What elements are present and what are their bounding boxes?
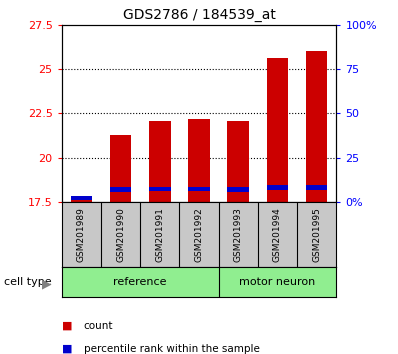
Bar [149,121,171,202]
Bar [149,187,171,191]
Bar [306,51,328,202]
Title: GDS2786 / 184539_at: GDS2786 / 184539_at [123,8,275,22]
Bar [70,198,92,202]
Bar [188,187,210,191]
Bar [219,267,336,297]
Text: count: count [84,321,113,331]
Bar [110,135,131,202]
Bar [227,187,249,192]
Bar [227,121,249,202]
Bar [70,196,92,200]
Text: GSM201989: GSM201989 [77,207,86,262]
Bar [62,267,219,297]
Bar [110,187,131,192]
Text: GSM201995: GSM201995 [312,207,321,262]
Bar [188,119,210,202]
Text: GSM201992: GSM201992 [195,207,203,262]
Bar [306,185,328,190]
Text: ▶: ▶ [42,278,51,291]
Bar [267,57,288,202]
Text: percentile rank within the sample: percentile rank within the sample [84,344,259,354]
Text: ■: ■ [62,321,72,331]
Text: ■: ■ [62,344,72,354]
Text: GSM201993: GSM201993 [234,207,243,262]
Text: GSM201994: GSM201994 [273,207,282,262]
Text: motor neuron: motor neuron [239,277,316,287]
Text: reference: reference [113,277,167,287]
Text: cell type: cell type [4,277,52,287]
Text: GSM201990: GSM201990 [116,207,125,262]
Bar [267,185,288,190]
Text: GSM201991: GSM201991 [155,207,164,262]
